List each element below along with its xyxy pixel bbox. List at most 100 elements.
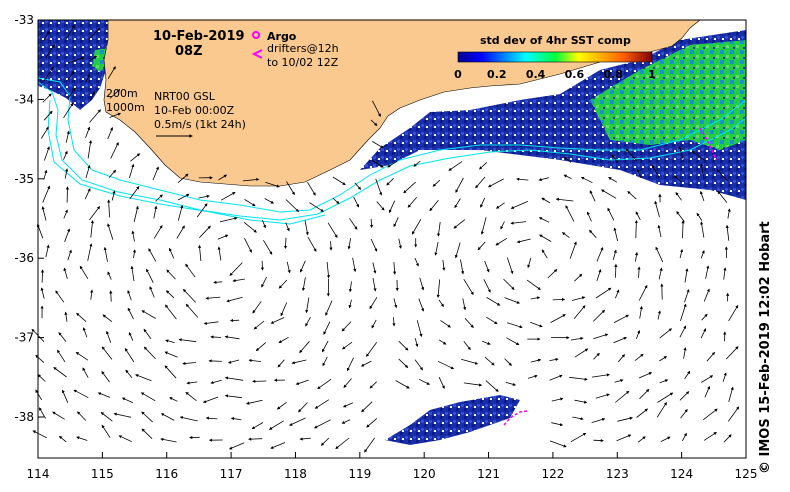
current-arrow [218,174,228,181]
lat-tick-label: -38 [14,410,34,424]
current-arrow [372,100,381,118]
current-arrow [265,181,280,188]
current-arrow [65,130,70,143]
current-arrow [110,141,119,159]
current-arrow [684,288,690,303]
current-arrow [66,70,75,82]
current-arrow [639,388,650,400]
current-arrow [221,192,236,201]
current-arrow [411,218,422,235]
current-arrow [393,262,397,275]
current-arrow [574,273,583,282]
current-arrow [723,434,732,443]
current-arrow [448,161,463,171]
current-arrow [87,243,93,261]
current-arrow [118,435,132,443]
current-arrow [196,203,208,218]
current-arrow [612,249,617,261]
current-arrow [232,278,245,283]
current-arrow [539,234,552,242]
current-arrow [130,265,135,282]
current-arrow [148,248,157,262]
current-arrow [127,290,132,301]
lon-tick-label: 123 [606,467,629,481]
current-arrow [261,276,267,288]
current-arrow [317,378,332,390]
current-arrow [65,24,75,41]
current-arrow [364,437,376,453]
current-arrow [185,303,199,318]
current-arrow [101,424,111,438]
current-arrow [43,30,50,41]
current-arrow [680,408,688,419]
current-arrow [595,393,610,399]
current-arrow [186,381,198,385]
current-arrow [107,271,112,280]
current-arrow [130,153,141,162]
current-arrow [329,241,333,251]
current-arrow [386,178,394,186]
current-arrow [76,312,87,322]
current-arrow [613,227,618,242]
current-arrow [346,357,354,372]
current-arrow [696,212,703,221]
current-arrow [486,297,501,306]
current-arrow [434,242,439,256]
current-arrow [613,336,627,344]
lat-tick-label: -33 [14,13,34,27]
current-arrow [55,290,65,303]
current-arrow [371,141,384,149]
current-arrow [395,380,410,389]
current-arrow [252,301,262,314]
current-arrow [453,219,466,229]
current-arrow [227,359,240,364]
current-arrow [198,244,202,261]
current-arrow [593,438,604,443]
current-arrow [179,416,198,422]
current-arrow [371,319,377,329]
current-arrow [165,304,177,320]
current-arrow [135,374,152,382]
time-title: 08Z [175,44,203,59]
current-arrow [177,173,189,184]
lon-tick-label: 116 [155,467,178,481]
current-arrow [322,356,328,367]
current-arrow [76,436,88,441]
current-arrow [255,342,267,352]
current-arrow [455,177,464,193]
current-arrow [684,370,691,380]
current-arrow [129,163,135,179]
current-arrow [67,249,72,261]
current-arrow [625,148,638,162]
current-arrow [182,288,196,303]
current-arrow [164,351,178,358]
current-arrow [638,372,653,379]
current-arrow [570,336,584,341]
current-arrow [276,401,287,410]
current-arrow [564,156,572,163]
current-arrow [352,257,357,273]
current-arrow [678,145,685,162]
current-arrow [460,259,465,275]
current-arrow [615,289,620,299]
current-arrow [304,220,309,236]
lon-tick-label: 115 [91,467,114,481]
current-arrow [727,406,740,422]
current-arrow [526,279,541,290]
current-arrow [616,434,632,442]
current-arrow [52,411,65,420]
current-arrow [480,217,487,235]
current-arrow [280,302,288,317]
current-arrow [185,391,197,402]
current-arrow [77,411,87,421]
current-arrow [679,248,684,259]
current-arrow [705,265,710,279]
current-arrow [593,333,609,340]
lon-tick-label: 118 [284,467,307,481]
current-arrow [414,258,419,267]
current-arrow [636,408,649,418]
current-arrow [703,431,717,441]
current-arrow [42,185,51,203]
current-arrow [107,223,114,240]
current-arrow [289,417,306,426]
